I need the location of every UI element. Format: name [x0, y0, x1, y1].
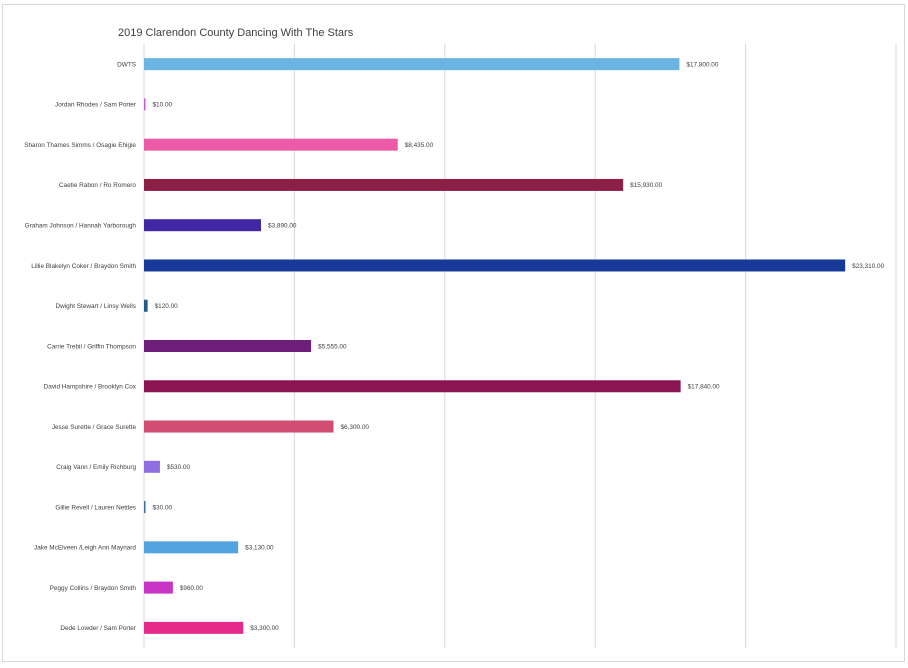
- bar: [144, 340, 312, 352]
- data-label: $6,300.00: [341, 424, 370, 431]
- category-label: Gillie Revell / Lauren Nettles: [55, 504, 136, 511]
- category-label: Dwight Stewart / Linsy Wells: [55, 303, 136, 310]
- data-label: $3,890.00: [268, 223, 297, 230]
- category-label: Graham Johnson / Hannah Yarborough: [25, 223, 137, 230]
- data-label: $960.00: [180, 585, 204, 592]
- bar: [144, 178, 624, 191]
- data-label: $17,800.00: [686, 61, 718, 68]
- category-label: Caetie Rabon / Ro Romero: [59, 182, 137, 189]
- bar: [144, 581, 173, 594]
- bar: [144, 420, 334, 433]
- category-label: Carrie Trebil / Griffin Thompson: [47, 343, 136, 350]
- data-label: $30.00: [153, 504, 173, 511]
- bar: [144, 460, 160, 473]
- bar: [144, 380, 681, 393]
- category-label: Jordan Rhodes / Sam Porter: [55, 102, 137, 109]
- data-label: $23,310.00: [852, 263, 884, 270]
- data-label: $10.00: [153, 102, 173, 109]
- bar: [144, 138, 398, 151]
- bar: [144, 501, 146, 514]
- category-label: DWTS: [117, 61, 136, 68]
- bar: [144, 299, 148, 312]
- category-label: Peggy Collins / Braydon Smith: [50, 585, 137, 592]
- bar: [144, 58, 680, 71]
- data-label: $5,555.00: [318, 343, 347, 350]
- category-label: Craig Vann / Emily Richburg: [56, 464, 136, 471]
- data-label: $120.00: [155, 303, 179, 310]
- data-label: $3,300.00: [250, 625, 279, 632]
- data-label: $17,840.00: [688, 384, 720, 391]
- bar: [144, 219, 262, 232]
- bar: [144, 541, 239, 554]
- data-label: $15,930.00: [630, 182, 662, 189]
- bar: [144, 98, 146, 111]
- category-label: Sharon Thames Simms / Osagie Ehigie: [24, 142, 136, 149]
- category-label: Jesse Surette / Grace Surette: [52, 424, 137, 431]
- data-label: $8,435.00: [405, 142, 434, 149]
- bar: [144, 621, 244, 634]
- data-label: $3,130.00: [245, 545, 274, 552]
- chart-title: 2019 Clarendon County Dancing With The S…: [118, 27, 354, 39]
- bar: [144, 259, 846, 272]
- category-label: Lillie Blakelyn Coker / Braydon Smith: [31, 263, 136, 270]
- category-label: Dede Lowder / Sam Porter: [60, 625, 137, 632]
- category-label: Jake McElveen /Leigh Ann Maynard: [34, 545, 136, 552]
- data-label: $530.00: [167, 464, 191, 471]
- category-label: David Hampshire / Brooklyn Cox: [44, 384, 137, 391]
